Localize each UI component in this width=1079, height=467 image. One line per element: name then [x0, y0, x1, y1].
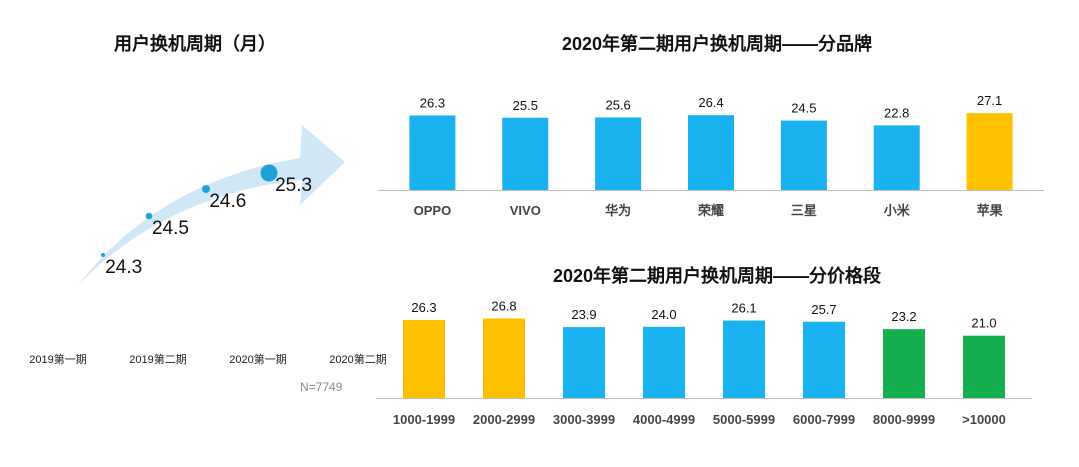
bar-value-label: 25.5	[513, 98, 538, 113]
category-tick-label: 8000-9999	[873, 412, 935, 427]
category-tick-label: 5000-5999	[713, 412, 775, 427]
bar-value-label: 26.1	[731, 301, 756, 316]
trend-point	[145, 212, 153, 220]
trend-point	[101, 253, 105, 257]
category-tick-label: 荣耀	[697, 203, 724, 218]
bar-value-label: 22.8	[884, 105, 909, 120]
bar	[883, 329, 925, 398]
bar	[966, 113, 1013, 190]
bar-value-label: 21.0	[971, 316, 996, 331]
bar	[483, 318, 525, 398]
bar-value-label: 25.7	[811, 302, 836, 317]
bar	[688, 115, 734, 190]
bar-value-label: 25.6	[605, 97, 630, 112]
trend-period-label: 2019第二期	[129, 352, 186, 366]
bar	[502, 117, 549, 190]
category-tick-label: 苹果	[977, 203, 1003, 218]
trend-value-label: 24.6	[209, 191, 246, 212]
trend-chart-title: 用户换机周期（月）	[114, 33, 276, 54]
bar-value-label: 26.3	[411, 300, 436, 315]
trend-value-label: 24.3	[105, 257, 142, 278]
category-tick-label: VIVO	[510, 203, 541, 218]
category-tick-label: 三星	[791, 203, 817, 218]
category-tick-label: >10000	[962, 412, 1006, 427]
bar	[595, 117, 642, 190]
category-tick-label: 2000-2999	[473, 412, 535, 427]
category-tick-label: 6000-7999	[793, 412, 855, 427]
bar	[723, 320, 765, 398]
brand-chart-title: 2020年第二期用户换机周期——分品牌	[562, 33, 872, 54]
bar-value-label: 26.3	[420, 95, 445, 110]
bar	[409, 115, 456, 190]
category-tick-label: 1000-1999	[393, 412, 455, 427]
category-tick-label: 4000-4999	[633, 412, 695, 427]
bar	[563, 327, 605, 398]
trend-value-label: 25.3	[275, 175, 312, 196]
bar	[963, 335, 1005, 398]
bar-value-label: 23.2	[891, 309, 916, 324]
trend-period-label: 2019第一期	[29, 352, 86, 366]
brand-bar-chart: 2020年第二期用户换机周期——分品牌 26.3 OPPO 25.5 VIVO 25.6…	[378, 33, 1044, 218]
trend-point	[202, 185, 210, 193]
bar	[780, 120, 827, 190]
bar-value-label: 26.8	[491, 298, 516, 313]
trend-chart: 用户换机周期（月） 24.3 2019第一期 24.5 2019第二期 24.6 2020…	[29, 33, 386, 394]
bar	[643, 326, 685, 398]
trend-point	[260, 164, 278, 182]
trend-value-label: 24.5	[152, 218, 189, 239]
category-tick-label: 小米	[884, 203, 911, 218]
sample-size-note: N=7749	[300, 380, 343, 394]
bar	[803, 321, 845, 398]
category-tick-label: OPPO	[414, 203, 452, 218]
bar-value-label: 24.0	[651, 307, 676, 322]
trend-period-label: 2020第二期	[329, 352, 386, 366]
bar-value-label: 27.1	[977, 93, 1002, 108]
bar-value-label: 24.5	[791, 101, 816, 116]
bar-value-label: 26.4	[698, 95, 723, 110]
bar	[403, 319, 445, 398]
bar	[873, 125, 920, 190]
bar-value-label: 23.9	[571, 307, 596, 322]
category-tick-label: 华为	[605, 203, 631, 218]
price-bar-chart: 2020年第二期用户换机周期——分价格段 26.3 1000-1999 26.8 20…	[376, 265, 1032, 427]
trend-period-label: 2020第一期	[229, 352, 286, 366]
trend-arrow-shape	[76, 125, 345, 288]
price-chart-title: 2020年第二期用户换机周期——分价格段	[553, 265, 882, 286]
category-tick-label: 3000-3999	[553, 412, 615, 427]
